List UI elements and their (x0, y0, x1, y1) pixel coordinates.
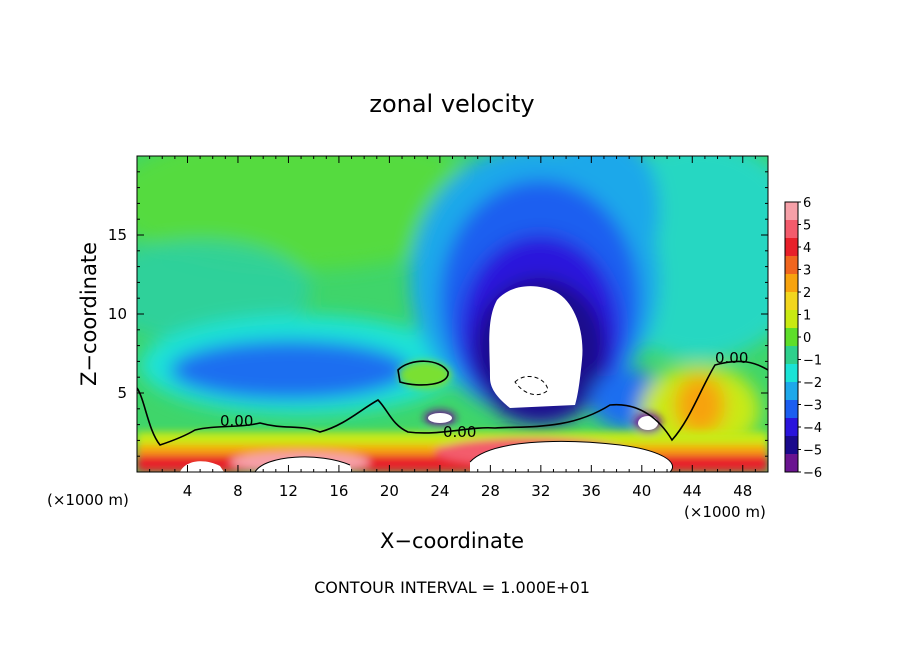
colorbar-label: 1 (803, 309, 811, 324)
colorbar-swatch (785, 382, 798, 401)
x-tick-label: 16 (329, 482, 348, 500)
colorbar-swatch (785, 400, 798, 419)
chart-title: zonal velocity (369, 90, 534, 118)
colorbar-swatch (785, 238, 798, 257)
x-axis: 4 8 12 16 20 24 28 32 36 40 44 48 (149, 156, 756, 500)
contour-label: 0.00 (220, 412, 253, 430)
colorbar-swatch (785, 202, 798, 221)
colorbar-label: 2 (803, 286, 811, 301)
colorbar-label: 5 (803, 219, 811, 234)
contour-labels: 0.00 0.00 0.00 (220, 349, 748, 441)
colorbar-swatch (785, 364, 798, 383)
colorbar-swatch (785, 292, 798, 311)
x-tick-label: 28 (481, 482, 500, 500)
colorbar-label: 4 (803, 241, 811, 256)
colorbar-label: −1 (803, 354, 822, 369)
x-tick-label: 32 (531, 482, 550, 500)
colorbar-swatch (785, 436, 798, 455)
colorbar-swatch (785, 328, 798, 347)
colorbar-label: −3 (803, 399, 822, 414)
x-tick-label: 12 (279, 482, 298, 500)
x-tick-label: 24 (430, 482, 449, 500)
x-axis-label: X−coordinate (380, 529, 524, 553)
x-unit-left: (×1000 m) (47, 491, 129, 509)
x-unit-right: (×1000 m) (684, 503, 766, 521)
x-tick-label: 4 (183, 482, 193, 500)
x-tick-label: 8 (233, 482, 243, 500)
colorbar-label: 0 (803, 331, 811, 346)
colorbar-label: −6 (803, 466, 822, 481)
colorbar: 6 5 4 3 2 1 0 −1 −2 −3 −4 −5 −6 (784, 196, 822, 481)
contour-interval-note: CONTOUR INTERVAL = 1.000E+01 (314, 578, 590, 597)
x-tick-label: 36 (582, 482, 601, 500)
colorbar-swatch (785, 454, 798, 473)
colorbar-swatch (785, 418, 798, 437)
contour-lines (137, 360, 768, 472)
x-tick-label: 40 (632, 482, 651, 500)
colorbar-swatch (785, 346, 798, 365)
x-tick-label: 20 (380, 482, 399, 500)
heatmap-field (137, 156, 768, 472)
colorbar-label: 3 (803, 264, 811, 279)
colorbar-swatch (785, 310, 798, 329)
y-tick-label: 5 (117, 384, 127, 402)
y-tick-label: 10 (108, 305, 127, 323)
colorbar-label: −5 (803, 444, 822, 459)
x-tick-label: 44 (683, 482, 702, 500)
contour-label: 0.00 (443, 423, 476, 441)
colorbar-swatch (785, 220, 798, 239)
y-axis-label: Z−coordinate (77, 242, 101, 386)
colorbar-label: −2 (803, 376, 822, 391)
colorbar-label: −4 (803, 421, 822, 436)
contour-label: 0.00 (715, 349, 748, 367)
colorbar-swatch (785, 256, 798, 275)
y-tick-label: 15 (108, 226, 127, 244)
colorbar-label: 6 (803, 196, 811, 211)
x-tick-label: 48 (733, 482, 752, 500)
y-axis: 5 10 15 (108, 171, 768, 457)
colorbar-swatch (785, 274, 798, 293)
